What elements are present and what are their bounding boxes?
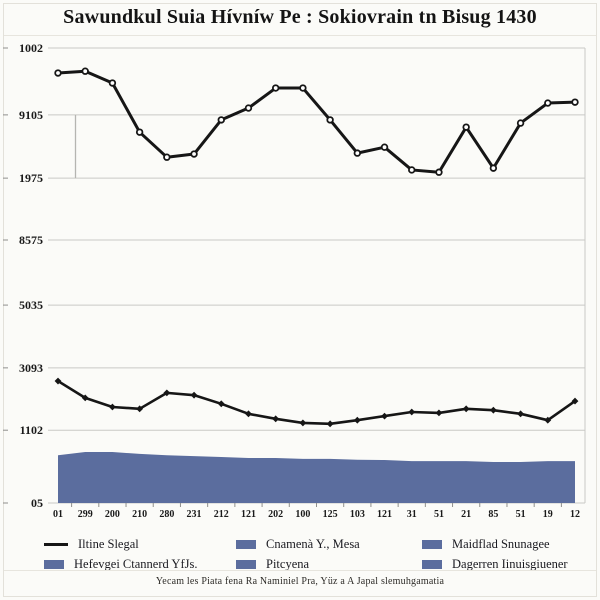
svg-text:1975: 1975 [19,171,43,185]
svg-text:210: 210 [132,509,147,520]
data-point-marker [81,394,89,402]
svg-text:231: 231 [187,509,202,520]
legend-item-line-series: Iltine Slegal [44,537,236,552]
data-point-marker [408,166,416,174]
line-swatch-icon [44,542,68,546]
svg-text:121: 121 [377,509,392,520]
data-point-marker [54,69,62,77]
data-point-marker [136,405,144,413]
svg-text:9105: 9105 [19,108,43,122]
legend-label: Cnamenà Y., Mesa [266,536,360,551]
data-point-marker [517,410,524,418]
svg-text:31: 31 [407,509,417,520]
line-series-0 [54,67,579,176]
data-point-marker [190,150,198,158]
legend-item-maidflad: Maidflad Snunagee [422,537,594,552]
area-series [58,452,575,503]
data-point-marker [81,67,89,75]
data-point-marker [217,400,225,408]
svg-text:3093: 3093 [19,361,43,375]
data-point-marker [489,164,498,172]
data-point-marker [299,419,307,427]
data-point-marker [108,79,117,87]
data-point-marker [353,149,362,157]
data-point-marker [408,408,416,416]
svg-text:51: 51 [434,509,444,520]
svg-text:280: 280 [159,509,174,520]
data-point-marker [109,403,116,411]
legend-label: Dagerren Iinuisgiuener [452,556,568,571]
svg-text:212: 212 [214,509,229,520]
svg-text:299: 299 [78,509,93,520]
svg-text:12: 12 [570,509,580,520]
svg-text:8575: 8575 [19,233,43,247]
square-swatch-icon [422,559,442,569]
svg-text:5035: 5035 [19,298,43,312]
data-point-marker [190,391,198,399]
chart-caption: Yecam les Piata fena Ra Naminiel Pra, Yü… [155,576,445,587]
data-point-marker [271,84,280,92]
data-point-marker [135,128,144,136]
data-point-marker [435,409,443,417]
legend-label: Maidflad Snunagee [452,536,550,551]
legend-item-lower-line: Cnamenà Y., Mesa [236,537,422,552]
svg-text:125: 125 [323,509,338,520]
x-axis-labels: 01 299 200 210 280 231 212 121 202 100 125 103 121 31… [53,503,580,520]
data-point-marker [245,410,252,418]
svg-text:103: 103 [350,509,365,520]
svg-text:01: 01 [53,509,63,520]
legend-item-dagerren: Dagerren Iinuisgiuener [422,557,594,572]
svg-text:1102: 1102 [20,423,43,437]
data-point-marker [326,420,334,428]
separator-bottom [4,570,596,571]
chart-title: Sawundkul Suia Hívníw Pe : Sokiovrain tn… [63,6,537,28]
data-point-marker [326,116,334,124]
data-point-marker [544,416,552,424]
square-swatch-icon [236,559,256,569]
data-point-marker [163,389,171,397]
y-axis-labels: 1002 9105 1975 8575 5035 3093 1102 05 [19,41,43,510]
legend-item-pitcyena: Pitcyena [236,557,422,572]
data-point-marker [244,104,253,112]
svg-text:200: 200 [105,509,120,520]
svg-text:100: 100 [295,509,310,520]
line-series-1 [54,377,579,428]
legend: Iltine Slegal Hefevgei Ctannerd YfJs. Cn… [44,534,594,574]
svg-text:05: 05 [31,496,43,510]
svg-text:19: 19 [543,509,553,520]
y-gridlines [3,47,586,504]
legend-label: Hefevgei Ctannerd YfJs. [74,556,198,571]
legend-item-area-series: Hefevgei Ctannerd YfJs. [44,557,236,572]
legend-label: Pitcyena [266,556,310,571]
data-point-marker [462,123,470,131]
data-point-marker [462,405,470,413]
data-point-marker [163,153,171,161]
data-point-marker [435,168,443,176]
separator-top [4,35,596,36]
legend-label: Iltine Slegal [78,536,139,551]
square-swatch-icon [236,539,256,549]
data-point-marker [516,119,525,127]
data-point-marker [571,397,579,405]
svg-text:51: 51 [516,509,526,520]
svg-text:121: 121 [241,509,256,520]
data-point-marker [217,116,225,124]
svg-text:202: 202 [268,509,283,520]
square-swatch-icon [422,539,442,549]
data-point-marker [544,99,552,107]
svg-text:85: 85 [488,509,498,520]
data-point-marker [381,412,388,420]
data-point-marker [54,377,62,385]
data-point-marker [571,98,579,106]
data-point-marker [299,84,307,92]
data-point-marker [489,406,497,414]
data-point-marker [353,416,361,424]
data-point-marker [272,415,280,423]
data-point-marker [380,143,389,151]
square-swatch-icon [44,559,64,569]
svg-text:1002: 1002 [19,41,43,55]
svg-text:21: 21 [461,509,471,520]
